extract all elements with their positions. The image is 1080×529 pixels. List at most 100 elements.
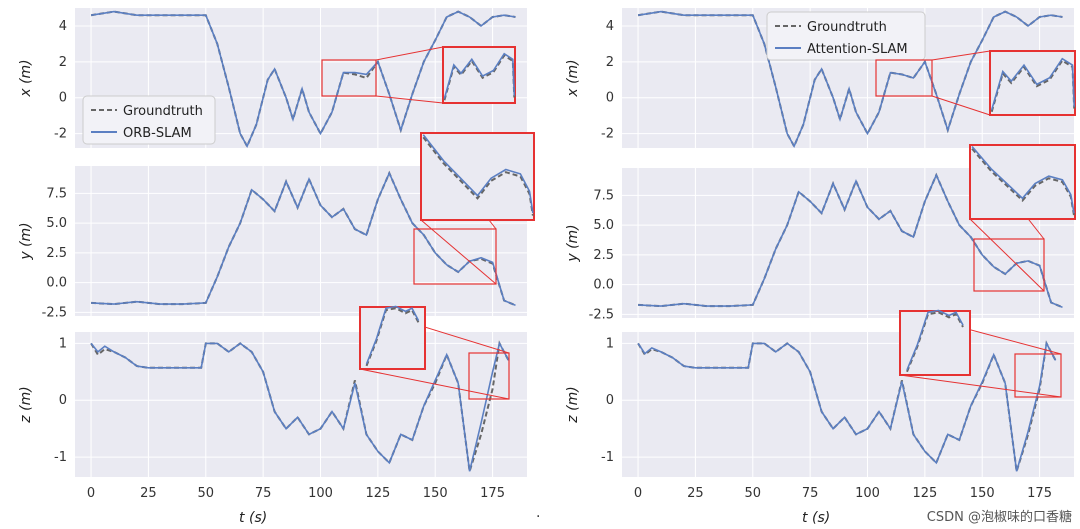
zoom-right-y (969, 144, 1076, 292)
zoom-right-x (875, 50, 1076, 116)
y-tick-label: 0 (59, 91, 67, 106)
x-axis-label: t (s) (239, 510, 267, 526)
series-line-attention-slam (637, 10, 1063, 149)
y-tick-label: 5.0 (593, 218, 614, 233)
x-tick-label: 125 (365, 486, 390, 501)
legend: Groundtruth Attention-SLAM (766, 11, 926, 61)
series-line-orb-slam (90, 341, 510, 472)
y-axis-label: x (m) (18, 59, 34, 97)
y-tick-label: 0.0 (46, 276, 67, 291)
y-tick-label: 0 (59, 393, 67, 408)
x-tick-label: 150 (423, 486, 448, 501)
zoom-source-box (321, 59, 377, 97)
zoom-groundtruth (971, 148, 1075, 216)
zoom-estimate (365, 305, 420, 365)
x-tick-label: 75 (802, 486, 819, 501)
y-tick-label: -2.5 (589, 307, 614, 322)
y-tick-label: 4 (59, 19, 67, 34)
zoom-estimate (906, 309, 964, 371)
zoom-groundtruth (422, 136, 534, 216)
zoom-source-box (1014, 353, 1062, 398)
zoom-groundtruth (990, 59, 1076, 113)
x-tick-label: 100 (855, 486, 880, 501)
zoom-left-x (321, 46, 516, 104)
chart-1: -2 0 2 4 x (m) -2.5 0.0 2.5 5.0 7.5 y (m) -1 0 1 z (m)… (18, 8, 527, 526)
y-tick-label: -2.5 (42, 305, 67, 320)
y-tick-label: -2 (54, 127, 67, 142)
zoom-source-box (875, 59, 933, 97)
y-tick-label: 2 (59, 55, 67, 70)
x-tick-label: 150 (970, 486, 995, 501)
zoom-connector (420, 219, 497, 285)
zoom-inset-box (969, 144, 1076, 220)
y-tick-label: 1 (59, 336, 67, 351)
zoom-source-box (973, 238, 1045, 292)
plot-area (75, 332, 527, 477)
legend-label: Groundtruth (807, 20, 887, 35)
legend-label: Attention-SLAM (807, 42, 908, 57)
y-axis-label: z (m) (565, 386, 581, 423)
y-tick-label: -1 (601, 450, 614, 465)
y-tick-label: 7.5 (46, 186, 67, 201)
zoom-left-y (413, 132, 535, 285)
x-tick-label: 50 (745, 486, 762, 501)
zoom-left-z (359, 305, 510, 400)
legend-label: ORB-SLAM (123, 126, 192, 141)
y-tick-label: 1 (606, 336, 614, 351)
x-tick-label: 100 (308, 486, 333, 501)
zoom-connector (931, 50, 991, 61)
y-tick-label: 4 (606, 19, 614, 34)
y-axis-label: z (m) (18, 386, 34, 423)
x-tick-label: 0 (87, 486, 95, 501)
chart-2: -2 0 2 4 x (m) -2.5 0.0 2.5 5.0 7.5 y (m) -1 0 1 z (m)… (565, 8, 1074, 526)
panel-z: -1 0 1 z (m) (565, 332, 1074, 477)
legend-box (766, 11, 926, 61)
x-tick-label: 125 (912, 486, 937, 501)
zoom-estimate (422, 134, 534, 214)
y-tick-label: 5.0 (46, 216, 67, 231)
y-axis-label: y (m) (565, 224, 581, 262)
zoom-connector (931, 95, 991, 116)
zoom-inset-box (899, 310, 971, 376)
separator-dot: . (536, 505, 541, 521)
zoom-inset-box (420, 132, 535, 221)
legend: Groundtruth ORB-SLAM (82, 95, 216, 145)
y-axis-label: y (m) (18, 222, 34, 260)
x-tick-label: 0 (634, 486, 642, 501)
y-tick-label: -1 (54, 450, 67, 465)
series-line-orb-slam (91, 171, 516, 307)
x-tick-label: 175 (1027, 486, 1052, 501)
zoom-connector (375, 95, 444, 104)
x-axis-label: t (s) (802, 510, 830, 526)
zoom-estimate (443, 52, 516, 99)
y-tick-label: 0 (606, 393, 614, 408)
zoom-connector (359, 368, 510, 400)
zoom-connector (969, 218, 1045, 292)
zoom-connector (899, 374, 1062, 398)
zoom-source-box (468, 352, 510, 400)
series-line-attention-slam (637, 340, 1057, 472)
zoom-connector (375, 46, 444, 61)
y-tick-label: 7.5 (593, 188, 614, 203)
x-tick-label: 75 (255, 486, 272, 501)
zoom-inset-box (989, 50, 1076, 116)
legend-label: Groundtruth (123, 104, 203, 119)
x-tick-label: 25 (687, 486, 704, 501)
y-tick-label: 2.5 (46, 246, 67, 261)
y-tick-label: 2.5 (593, 248, 614, 263)
x-tick-label: 175 (480, 486, 505, 501)
y-tick-label: -2 (601, 127, 614, 142)
panel-y: -2.5 0.0 2.5 5.0 7.5 y (m) (565, 168, 1074, 322)
panel-z: -1 0 1 z (m) (18, 332, 527, 477)
series-line-orb-slam (90, 10, 516, 149)
watermark: CSDN @泡椒味的口香糖 (926, 510, 1072, 525)
x-tick-label: 50 (198, 486, 215, 501)
zoom-right-z (899, 309, 1062, 398)
zoom-source-box (413, 228, 497, 285)
zoom-inset-box (359, 306, 426, 370)
series-line-attention-slam (638, 173, 1063, 309)
zoom-groundtruth (443, 54, 516, 101)
zoom-estimate (971, 145, 1075, 214)
zoom-estimate (990, 57, 1075, 111)
